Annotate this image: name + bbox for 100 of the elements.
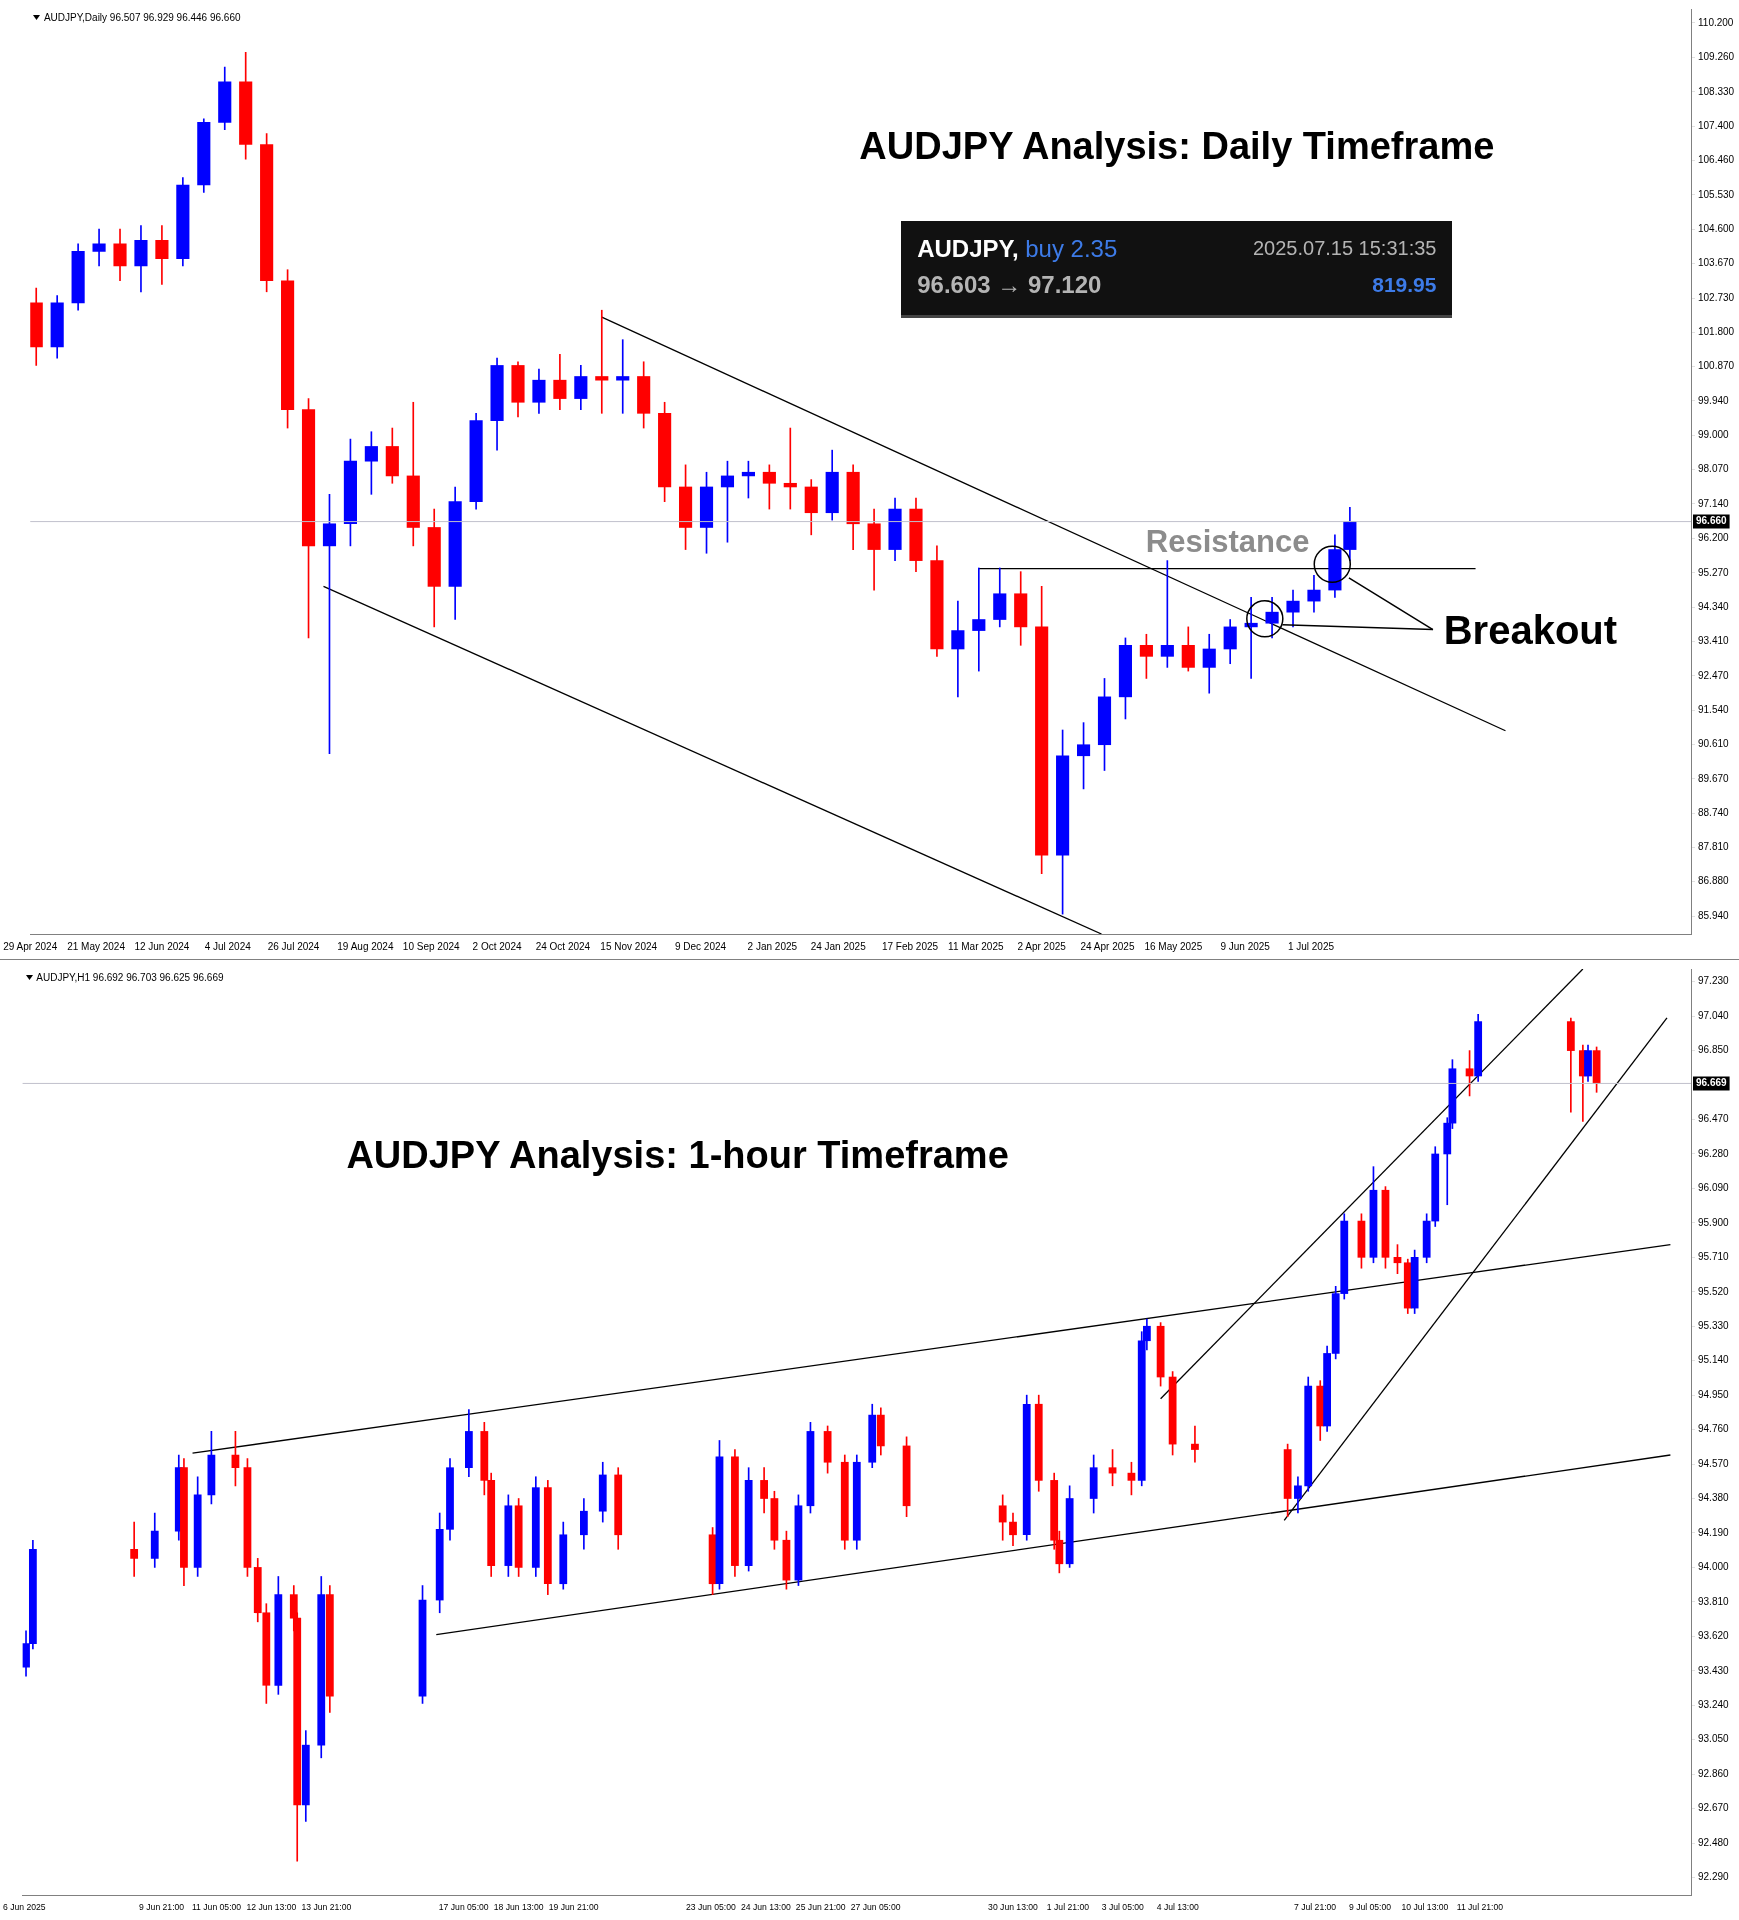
x-tick-label: 17 Jun 05:00 <box>438 1902 489 1913</box>
annotation: AUDJPY, <box>917 234 1019 262</box>
y-tick-label: 109.260 <box>1698 51 1735 63</box>
y-tick-label: 95.140 <box>1698 1354 1730 1366</box>
x-tick-label: 2 Oct 2024 <box>472 940 522 952</box>
candlestick <box>490 357 504 451</box>
x-tick-label: 10 Sep 2024 <box>402 940 461 952</box>
x-tick-label: 24 Jun 13:00 <box>740 1902 791 1913</box>
y-tick-label: 106.460 <box>1698 154 1735 166</box>
x-tick-label: 4 Jul 13:00 <box>1156 1902 1200 1913</box>
x-tick-label: 25 Jun 21:00 <box>795 1902 846 1913</box>
y-tick-label: 97.140 <box>1698 497 1730 509</box>
ref-line-label: 96.660 <box>1696 515 1728 527</box>
y-tick-label: 95.520 <box>1698 1285 1730 1297</box>
x-tick-label: 1 Jul 2025 <box>1287 940 1335 952</box>
y-tick-label: 97.230 <box>1698 975 1730 987</box>
y-tick-label: 100.870 <box>1698 360 1735 372</box>
y-tick-label: 99.940 <box>1698 394 1730 406</box>
y-tick-label: 90.610 <box>1698 738 1730 750</box>
y-tick-label: 96.470 <box>1698 1113 1730 1125</box>
x-tick-label: 21 May 2024 <box>67 940 126 952</box>
y-tick-label: 89.670 <box>1698 772 1730 784</box>
y-tick-label: 94.760 <box>1698 1423 1730 1435</box>
x-tick-label: 9 Dec 2024 <box>674 940 727 952</box>
y-tick-label: 95.270 <box>1698 566 1730 578</box>
x-tick-label: 7 Jul 21:00 <box>1294 1902 1337 1913</box>
x-tick-label: 1 Jul 21:00 <box>1046 1902 1090 1913</box>
y-tick-label: 102.730 <box>1698 291 1735 303</box>
y-tick-label: 93.410 <box>1698 635 1730 647</box>
x-tick-label: 24 Apr 2025 <box>1080 940 1135 952</box>
x-tick-label: 11 Jul 21:00 <box>1456 1902 1504 1913</box>
x-tick-label: 24 Jan 2025 <box>810 940 867 952</box>
y-tick-label: 92.860 <box>1698 1767 1730 1779</box>
y-tick-label: 93.050 <box>1698 1733 1730 1745</box>
x-tick-label: 19 Aug 2024 <box>337 940 394 952</box>
x-tick-label: 6 Jun 2025 <box>3 1902 46 1913</box>
y-tick-label: 92.470 <box>1698 669 1730 681</box>
y-tick-label: 92.670 <box>1698 1802 1730 1814</box>
x-tick-label: 9 Jun 2025 <box>1220 940 1271 952</box>
candlestick <box>616 339 630 414</box>
ref-line-label: 96.669 <box>1696 1077 1728 1089</box>
y-tick-label: 97.040 <box>1698 1009 1730 1021</box>
text: AUDJPY Analysis: Daily Timeframe <box>859 124 1495 167</box>
y-tick-label: 95.900 <box>1698 1216 1730 1228</box>
x-tick-label: 3 Jul 05:00 <box>1101 1902 1145 1913</box>
x-tick-label: 2 Jan 2025 <box>747 940 798 952</box>
x-tick-label: 12 Jun 13:00 <box>246 1902 297 1913</box>
annotation: 2025.07.15 15:31:35 <box>1252 237 1437 261</box>
y-tick-label: 110.200 <box>1698 16 1734 28</box>
annotation: AUDJPY,H1 96.692 96.703 96.625 96.669 <box>36 971 224 983</box>
x-tick-label: 29 Apr 2024 <box>3 940 58 952</box>
y-tick-label: 104.600 <box>1698 222 1735 234</box>
x-tick-label: 17 Feb 2025 <box>881 940 939 952</box>
x-tick-label: 10 Jul 13:00 <box>1401 1902 1449 1913</box>
y-tick-label: 91.540 <box>1698 703 1730 715</box>
x-tick-label: 9 Jun 21:00 <box>139 1902 185 1913</box>
candlestick <box>1265 597 1279 639</box>
candlestick <box>134 225 148 293</box>
y-tick-label: 98.070 <box>1698 463 1730 475</box>
y-tick-label: 88.740 <box>1698 806 1730 818</box>
x-tick-label: 19 Jun 21:00 <box>548 1902 599 1913</box>
candlestick <box>930 545 944 657</box>
annotation: Breakout <box>1443 607 1618 652</box>
x-tick-label: 9 Jul 05:00 <box>1348 1902 1392 1913</box>
y-tick-label: 87.810 <box>1698 841 1730 853</box>
y-tick-label: 108.330 <box>1698 85 1735 97</box>
x-tick-label: 11 Jun 05:00 <box>191 1902 242 1913</box>
x-tick-label: 13 Jun 21:00 <box>301 1902 352 1913</box>
y-tick-label: 95.710 <box>1698 1251 1730 1263</box>
x-tick-label: 15 Nov 2024 <box>600 940 658 952</box>
y-tick-label: 96.280 <box>1698 1147 1730 1159</box>
x-tick-label: 18 Jun 13:00 <box>493 1902 544 1913</box>
x-tick-label: 12 Jun 2024 <box>134 940 190 952</box>
x-tick-label: 24 Oct 2024 <box>535 940 591 952</box>
y-tick-label: 101.800 <box>1698 326 1735 338</box>
x-tick-label: 30 Jun 13:00 <box>988 1902 1039 1913</box>
y-tick-label: 85.940 <box>1698 910 1730 922</box>
y-tick-label: 92.290 <box>1698 1871 1730 1883</box>
x-tick-label: 16 May 2025 <box>1144 940 1203 952</box>
y-tick-label: 107.400 <box>1698 119 1735 131</box>
y-tick-label: 93.430 <box>1698 1664 1730 1676</box>
y-tick-label: 96.200 <box>1698 532 1730 544</box>
text: AUDJPY Analysis: 1-hour Timeframe <box>346 1133 1009 1176</box>
y-tick-label: 92.480 <box>1698 1836 1730 1848</box>
annotation: buy 2.35 <box>1025 234 1118 262</box>
y-tick-label: 93.240 <box>1698 1698 1730 1710</box>
y-tick-label: 94.950 <box>1698 1388 1730 1400</box>
x-tick-label: 4 Jul 2024 <box>204 940 252 952</box>
x-tick-label: 11 Mar 2025 <box>948 940 1004 952</box>
candlestick <box>532 368 546 414</box>
y-tick-label: 94.340 <box>1698 600 1730 612</box>
y-tick-label: 96.850 <box>1698 1044 1730 1056</box>
annotation: Resistance <box>1145 523 1310 559</box>
annotation: AUDJPY,Daily 96.507 96.929 96.446 96.660 <box>43 11 241 23</box>
y-tick-label: 105.530 <box>1698 188 1735 200</box>
x-tick-label: 23 Jun 05:00 <box>686 1902 736 1913</box>
y-tick-label: 103.670 <box>1698 257 1735 269</box>
y-tick-label: 94.000 <box>1698 1561 1730 1573</box>
y-tick-label: 93.810 <box>1698 1595 1730 1607</box>
x-tick-label: 27 Jun 05:00 <box>850 1902 901 1913</box>
